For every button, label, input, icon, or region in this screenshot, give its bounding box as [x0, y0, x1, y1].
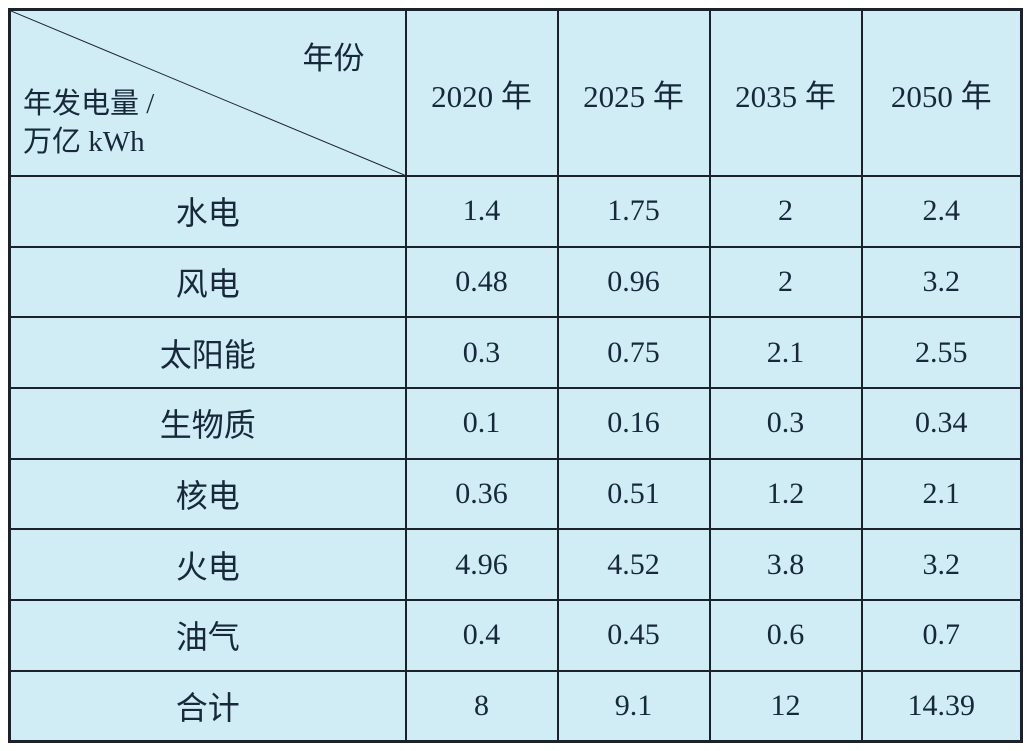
row-label: 油气: [8, 599, 407, 672]
cell-value: 0.3: [404, 316, 559, 390]
row-label: 生物质: [8, 387, 407, 460]
cell-value: 0.51: [556, 457, 711, 531]
row-label: 核电: [8, 457, 407, 531]
cell-value: 0.7: [860, 599, 1023, 672]
cell-value: 0.34: [860, 387, 1023, 460]
cell-value: 2.55: [860, 316, 1023, 390]
cell-value: 2.1: [860, 457, 1023, 531]
cell-value: 4.96: [404, 528, 559, 602]
cell-value: 3.2: [860, 528, 1023, 602]
table-row-thermal: 火电 4.96 4.52 3.8 3.2: [8, 528, 1023, 602]
column-header-2035: 2035 年: [708, 8, 863, 178]
table-row-total: 合计 8 9.1 12 14.39: [8, 669, 1023, 743]
cell-value: 1.4: [404, 175, 559, 248]
row-label: 火电: [8, 528, 407, 602]
cell-value: 14.39: [860, 669, 1023, 743]
cell-value: 1.75: [556, 175, 711, 248]
cell-value: 0.96: [556, 245, 711, 319]
cell-value: 2: [708, 175, 863, 248]
cell-value: 1.2: [708, 457, 863, 531]
corner-label-year: 年份: [302, 41, 365, 76]
cell-value: 0.16: [556, 387, 711, 460]
cell-value: 0.4: [404, 599, 559, 672]
column-header-2025: 2025 年: [556, 8, 711, 178]
row-label: 风电: [8, 245, 407, 319]
corner-header-cell: 年份 年发电量 / 万亿 kWh: [8, 8, 407, 178]
table-row-nuclear: 核电 0.36 0.51 1.2 2.1: [8, 457, 1023, 531]
table-row-wind: 风电 0.48 0.96 2 3.2: [8, 245, 1023, 319]
cell-value: 2.1: [708, 316, 863, 390]
cell-value: 2.4: [860, 175, 1023, 248]
power-generation-forecast-table: 年份 年发电量 / 万亿 kWh 2020 年 2025 年 2035 年 20…: [8, 8, 1023, 743]
cell-value: 9.1: [556, 669, 711, 743]
table-row-biomass: 生物质 0.1 0.16 0.3 0.34: [8, 387, 1023, 460]
corner-label-generation-line1: 年发电量 /: [23, 88, 155, 121]
cell-value: 12: [708, 669, 863, 743]
corner-label-generation: 年发电量 / 万亿 kWh: [23, 85, 154, 161]
column-header-2050: 2050 年: [860, 8, 1023, 178]
cell-value: 0.75: [556, 316, 711, 390]
corner-label-generation-line2: 万亿 kWh: [23, 126, 145, 159]
cell-value: 3.8: [708, 528, 863, 602]
row-label: 合计: [8, 669, 407, 743]
cell-value: 8: [404, 669, 559, 743]
row-label: 太阳能: [8, 316, 407, 390]
cell-value: 0.36: [404, 457, 559, 531]
header-row: 年份 年发电量 / 万亿 kWh 2020 年 2025 年 2035 年 20…: [8, 8, 1023, 178]
cell-value: 0.1: [404, 387, 559, 460]
column-header-2020: 2020 年: [404, 8, 559, 178]
table-row-hydro: 水电 1.4 1.75 2 2.4: [8, 175, 1023, 248]
cell-value: 3.2: [860, 245, 1023, 319]
cell-value: 4.52: [556, 528, 711, 602]
cell-value: 0.48: [404, 245, 559, 319]
row-label: 水电: [8, 175, 407, 248]
cell-value: 0.6: [708, 599, 863, 672]
cell-value: 0.45: [556, 599, 711, 672]
cell-value: 0.3: [708, 387, 863, 460]
table-row-oil-gas: 油气 0.4 0.45 0.6 0.7: [8, 599, 1023, 672]
table-row-solar: 太阳能 0.3 0.75 2.1 2.55: [8, 316, 1023, 390]
diagonal-divider-line: [11, 11, 405, 175]
cell-value: 2: [708, 245, 863, 319]
